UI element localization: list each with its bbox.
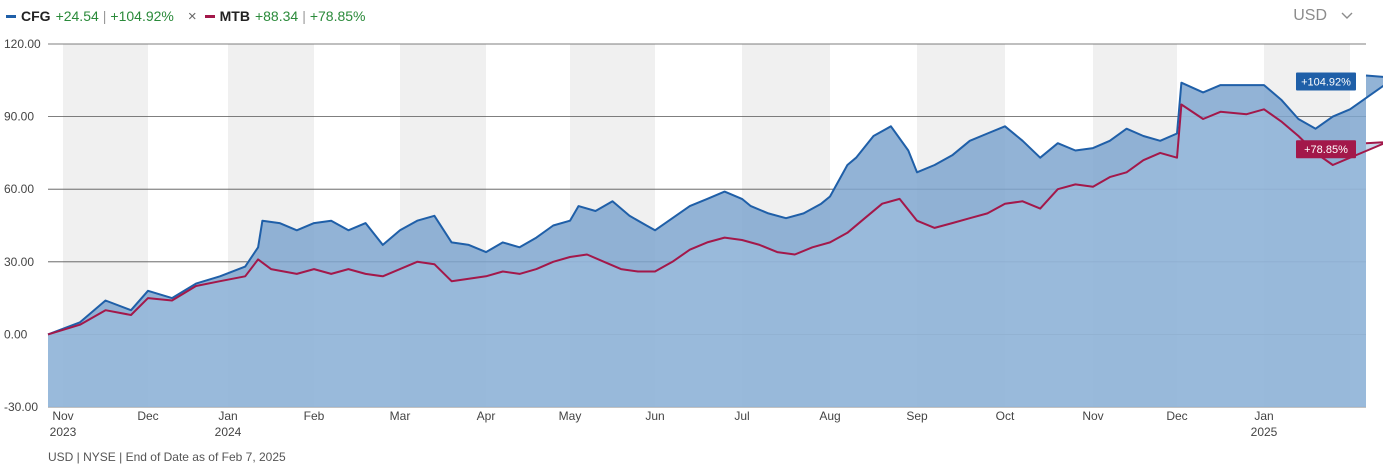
x-tick-label: Apr xyxy=(477,409,496,423)
x-tick-year-label: 2023 xyxy=(50,425,77,439)
legend-item-cfg[interactable]: CFG +24.54 | +104.92% xyxy=(6,8,174,24)
y-tick-label: 60.00 xyxy=(4,182,34,196)
end-label-box-cfg xyxy=(1296,72,1356,91)
end-label-mtb: +78.85% xyxy=(1304,144,1348,156)
mtb-swatch xyxy=(204,14,215,18)
currency-label: USD xyxy=(1293,7,1327,24)
chevron-down-icon xyxy=(1341,7,1353,25)
end-label-cfg: +104.92% xyxy=(1301,76,1351,88)
x-tick-label: Sep xyxy=(906,409,928,423)
legend-ticker: MTB xyxy=(219,8,250,24)
x-tick-year-label: 2024 xyxy=(215,425,242,439)
end-label-box-mtb xyxy=(1296,140,1356,159)
legend-pct-change: +104.92% xyxy=(110,8,174,24)
currency-selector[interactable]: USD xyxy=(1293,6,1353,26)
chart-legend: CFG +24.54 | +104.92% × MTB +88.34 | +78… xyxy=(6,6,366,26)
x-tick-label: Feb xyxy=(304,409,325,423)
x-tick-label: Nov xyxy=(52,409,73,423)
x-tick-label: Nov xyxy=(1082,409,1103,423)
legend-abs-change: +24.54 xyxy=(55,8,99,24)
y-tick-label: 120.00 xyxy=(4,37,41,51)
legend-item-mtb[interactable]: MTB +88.34 | +78.85% xyxy=(204,8,366,24)
series-line-cfg xyxy=(47,74,1383,336)
x-tick-label: Jun xyxy=(645,409,664,423)
end-value-labels: +104.92% +78.85% xyxy=(1296,72,1356,159)
x-tick-label: Dec xyxy=(137,409,158,423)
y-tick-label: 90.00 xyxy=(4,110,34,124)
y-tick-label: 0.00 xyxy=(4,327,28,341)
x-tick-label: Dec xyxy=(1166,409,1187,423)
legend-separator: | xyxy=(302,8,306,24)
x-tick-label: May xyxy=(559,409,582,423)
x-axis-labels: Nov 2023 Dec Jan 2024 Feb Mar Apr May Jun Jul Aug Se… xyxy=(50,409,1278,439)
y-axis-labels: 120.00 90.00 60.00 30.00 0.00 -30.00 xyxy=(4,37,41,414)
x-tick-label: Oct xyxy=(996,409,1015,423)
legend-abs-change: +88.34 xyxy=(254,8,299,24)
series-line-mtb xyxy=(47,103,1383,336)
x-tick-label: Jan xyxy=(1254,409,1273,423)
series-areas xyxy=(48,75,1383,407)
series-lines xyxy=(47,74,1383,336)
cfg-swatch xyxy=(6,14,16,18)
legend-ticker: CFG xyxy=(21,8,51,24)
legend-pct-change: +78.85% xyxy=(309,8,366,24)
x-tick-label: Aug xyxy=(819,409,840,423)
remove-comparison-close-icon[interactable]: × xyxy=(187,7,197,25)
x-tick-year-label: 2025 xyxy=(1251,425,1278,439)
x-tick-label: Jan xyxy=(218,409,237,423)
y-tick-label: -30.00 xyxy=(4,400,38,414)
x-tick-label: Jul xyxy=(734,409,749,423)
chart-footer: USD | NYSE | End of Date as of Feb 7, 20… xyxy=(48,450,286,464)
y-tick-label: 30.00 xyxy=(4,255,34,269)
series-area-mtb xyxy=(48,104,1383,407)
x-tick-label: Mar xyxy=(390,409,411,423)
legend-separator: | xyxy=(102,8,107,24)
